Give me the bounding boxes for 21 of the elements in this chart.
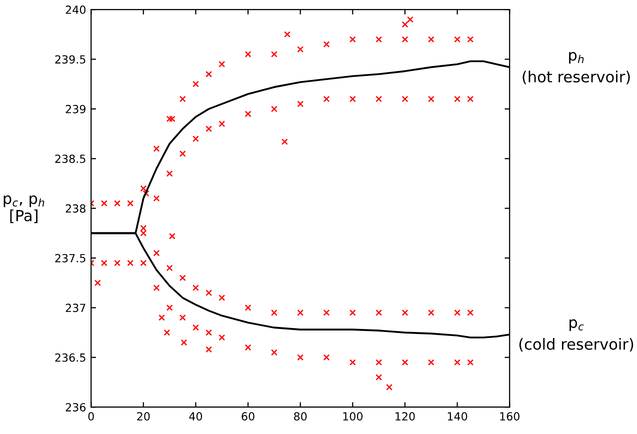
x-tick-label: 160 xyxy=(500,412,520,421)
y-tick-label: 236 xyxy=(66,403,86,412)
y-tick-label: 239 xyxy=(66,104,86,114)
x-tick-label: 140 xyxy=(448,412,468,421)
y-tick-label: 237 xyxy=(66,304,86,312)
x-tick-label: 60 xyxy=(242,412,254,421)
y-tick-label: 238 xyxy=(66,204,86,213)
x-tick-label: 40 xyxy=(189,412,202,421)
y-axis-title: p$_{c}$, p$_{h}$ [Pa] xyxy=(4,195,44,224)
y-tick-label: 237.5 xyxy=(55,254,86,262)
x-tick-label: 120 xyxy=(396,412,415,421)
y-tick-label: 238.5 xyxy=(55,154,86,164)
y-tick-label: 239.5 xyxy=(55,55,86,64)
x-tick-label: 0 xyxy=(88,412,94,421)
x-tick-label: 20 xyxy=(137,412,150,421)
series-label: p$_{h}$ (hot reservoir) xyxy=(522,52,630,84)
y-tick-label: 240 xyxy=(66,6,86,14)
x-tick-label: 80 xyxy=(294,412,307,421)
legend-label: p$_{c}$ (cold reservoir) xyxy=(519,319,634,352)
y-tick-label: 236.5 xyxy=(55,353,86,362)
x-tick-label: 100 xyxy=(343,412,363,421)
